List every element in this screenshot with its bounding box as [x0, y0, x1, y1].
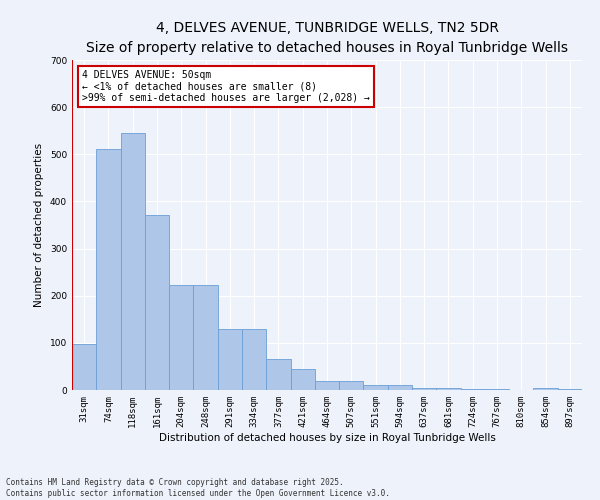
X-axis label: Distribution of detached houses by size in Royal Tunbridge Wells: Distribution of detached houses by size …	[158, 432, 496, 442]
Bar	[558, 389, 582, 390]
Bar	[96, 148, 121, 390]
Bar	[169, 286, 193, 390]
Title: 4, DELVES AVENUE, TUNBRIDGE WELLS, TN2 5DR
Size of property relative to detached: 4, DELVES AVENUE, TUNBRIDGE WELLS, TN2 5…	[86, 21, 568, 54]
Bar	[461, 389, 485, 390]
Text: 4 DELVES AVENUE: 50sqm
← <1% of detached houses are smaller (8)
>99% of semi-det: 4 DELVES AVENUE: 50sqm ← <1% of detached…	[82, 70, 370, 103]
Bar	[412, 388, 436, 390]
Bar	[242, 328, 266, 390]
Bar	[533, 388, 558, 390]
Bar	[72, 344, 96, 390]
Bar	[339, 380, 364, 390]
Bar	[436, 388, 461, 390]
Bar	[388, 385, 412, 390]
Bar	[218, 328, 242, 390]
Bar	[121, 133, 145, 390]
Bar	[266, 360, 290, 390]
Bar	[485, 389, 509, 390]
Bar	[290, 369, 315, 390]
Bar	[145, 214, 169, 390]
Bar	[364, 385, 388, 390]
Bar	[315, 380, 339, 390]
Bar	[193, 286, 218, 390]
Y-axis label: Number of detached properties: Number of detached properties	[34, 143, 44, 307]
Text: Contains HM Land Registry data © Crown copyright and database right 2025.
Contai: Contains HM Land Registry data © Crown c…	[6, 478, 390, 498]
